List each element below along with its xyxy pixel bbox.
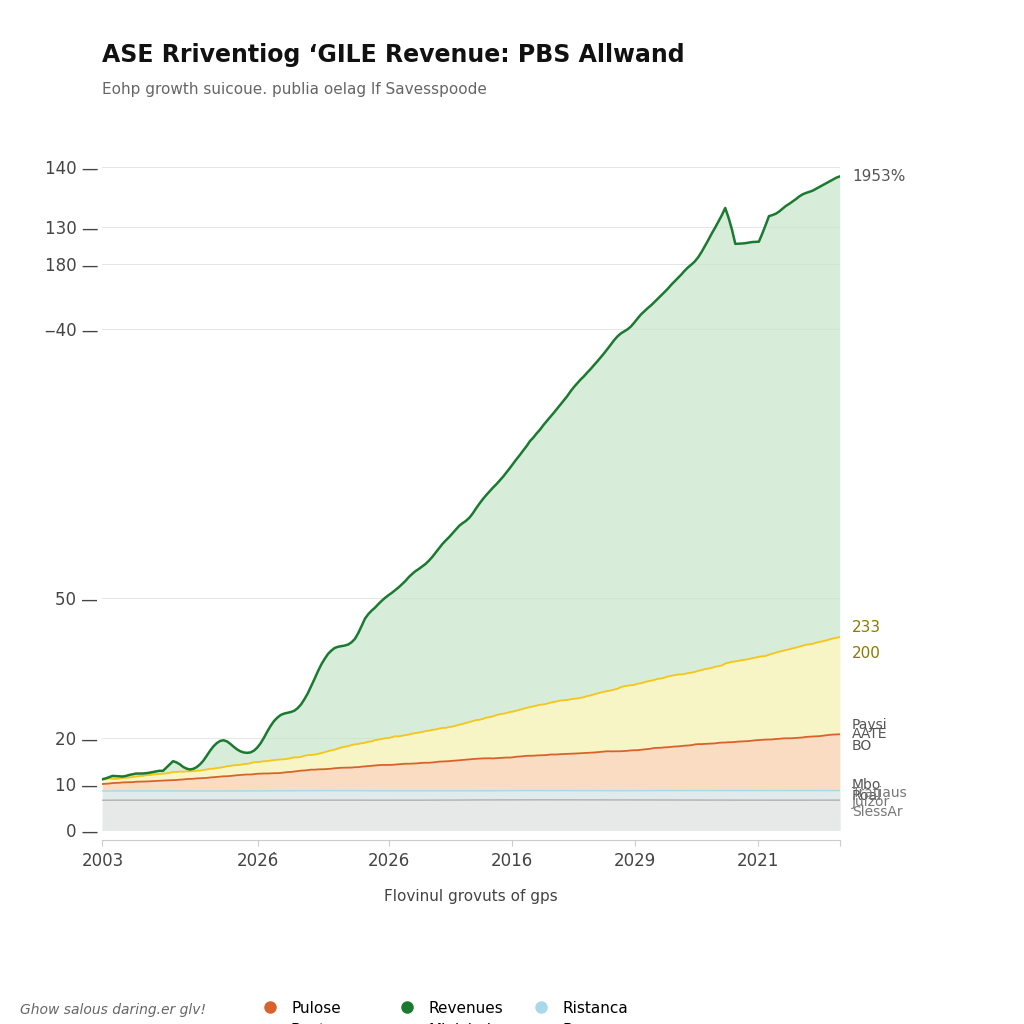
Text: Mbo: Mbo bbox=[852, 778, 882, 792]
Text: Ghow salous daring.er glv!: Ghow salous daring.er glv! bbox=[20, 1002, 207, 1017]
Legend: Pulose, Best unge, Revenues, Minichol, Ristanca, Bearn: Pulose, Best unge, Revenues, Minichol, R… bbox=[255, 1000, 629, 1024]
Text: Julzor: Julzor bbox=[852, 796, 890, 809]
Text: SlessAr: SlessAr bbox=[852, 805, 902, 819]
Text: BO: BO bbox=[852, 739, 872, 753]
Text: Paysi: Paysi bbox=[852, 718, 888, 732]
Text: 1953%: 1953% bbox=[852, 169, 905, 184]
Text: ASE Rriventiog ‘GILE Revenue: PBS Allwand: ASE Rriventiog ‘GILE Revenue: PBS Allwan… bbox=[102, 43, 685, 67]
Text: AATE: AATE bbox=[852, 727, 888, 741]
Text: Flovinul grovuts of gps: Flovinul grovuts of gps bbox=[384, 889, 558, 903]
Text: Tratiaus: Tratiaus bbox=[852, 786, 906, 800]
Text: 233: 233 bbox=[852, 621, 881, 635]
Text: Roal: Roal bbox=[852, 790, 882, 803]
Text: 200: 200 bbox=[852, 646, 881, 660]
Text: Eohp growth suicoue. publia oelag lf Savesspoode: Eohp growth suicoue. publia oelag lf Sav… bbox=[102, 82, 487, 97]
